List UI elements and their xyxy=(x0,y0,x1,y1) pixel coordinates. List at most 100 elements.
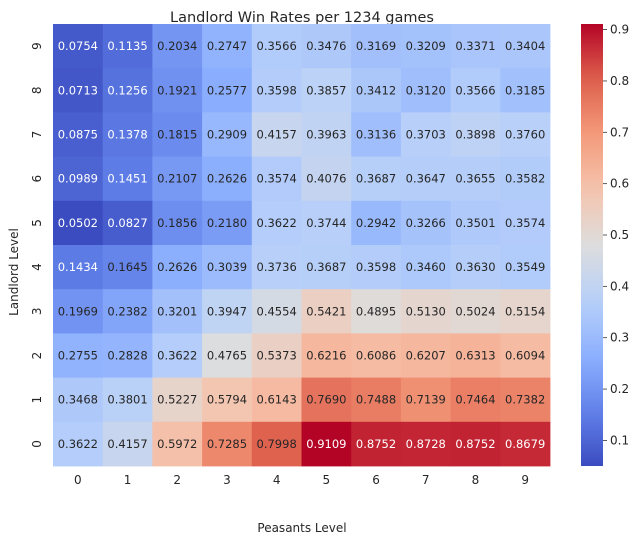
heatmap-cell xyxy=(351,289,402,334)
heatmap-cell xyxy=(102,68,153,113)
cell-value-label: 0.3574 xyxy=(505,216,545,230)
colorbar-tick-label: 0.9 xyxy=(610,23,629,37)
heatmap-cell xyxy=(202,333,253,378)
cell-value-label: 0.3801 xyxy=(107,393,147,407)
heatmap-cell xyxy=(400,68,451,113)
cell-value-label: 0.3404 xyxy=(505,39,545,53)
cell-value-label: 0.4765 xyxy=(207,349,247,363)
heatmap-cell xyxy=(400,333,451,378)
y-tick-label: 6 xyxy=(30,175,44,183)
cell-value-label: 0.8728 xyxy=(406,437,446,451)
cell-value-label: 0.3371 xyxy=(455,39,495,53)
heatmap-cell xyxy=(400,200,451,246)
colorbar-tick-label: 0.2 xyxy=(610,382,629,396)
cell-value-label: 0.3630 xyxy=(455,260,495,274)
cell-value-label: 0.2107 xyxy=(157,172,197,186)
heatmap-cell xyxy=(301,200,352,246)
heatmap-cell xyxy=(102,24,153,69)
heatmap-cell xyxy=(301,377,352,423)
heatmap-cell xyxy=(251,245,302,290)
cell-value-label: 0.5130 xyxy=(406,304,446,318)
heatmap-cell xyxy=(500,245,551,290)
cell-value-label: 0.3622 xyxy=(157,349,197,363)
cell-value-label: 0.3598 xyxy=(257,83,297,97)
colorbar-tick-label: 0.3 xyxy=(610,331,629,345)
cell-value-label: 0.0502 xyxy=(58,216,98,230)
heatmap-cell xyxy=(152,200,203,246)
cell-value-label: 0.3266 xyxy=(406,216,446,230)
cell-value-label: 0.5154 xyxy=(505,304,545,318)
cell-value-label: 0.3947 xyxy=(207,304,247,318)
cell-value-label: 0.3549 xyxy=(505,260,545,274)
heatmap-cell xyxy=(202,377,253,423)
cell-value-label: 0.5972 xyxy=(157,437,197,451)
cell-value-label: 0.1434 xyxy=(58,260,98,274)
cell-value-label: 0.3582 xyxy=(505,172,545,186)
x-tick-label: 0 xyxy=(74,473,82,487)
cell-value-label: 0.3476 xyxy=(306,39,346,53)
cell-value-label: 0.2034 xyxy=(157,39,197,53)
cell-value-label: 0.7690 xyxy=(306,393,346,407)
cell-value-label: 0.3647 xyxy=(406,172,446,186)
x-tick-label: 4 xyxy=(273,473,281,487)
y-tick-label: 3 xyxy=(30,307,44,315)
x-tick-label: 5 xyxy=(323,473,331,487)
heatmap-cell xyxy=(251,200,302,246)
cell-value-label: 0.3744 xyxy=(306,216,346,230)
heatmap-cell xyxy=(152,112,203,157)
heatmap-cell xyxy=(202,421,253,467)
heatmap-cell xyxy=(102,112,153,157)
y-tick-labels: 9 8 7 6 5 4 3 2 1 0 xyxy=(30,42,44,447)
cell-value-label: 0.3039 xyxy=(207,260,247,274)
cell-value-label: 0.3760 xyxy=(505,128,545,142)
heatmap-cell xyxy=(400,156,451,202)
cell-value-label: 0.7488 xyxy=(356,393,396,407)
heatmap-cell xyxy=(400,245,451,290)
x-axis-label: Peasants Level xyxy=(257,521,346,535)
heatmap-cell xyxy=(450,68,501,113)
heatmap-cell xyxy=(251,333,302,378)
cell-value-label: 0.4895 xyxy=(356,304,396,318)
cell-value-label: 0.0989 xyxy=(58,172,98,186)
heatmap-cell xyxy=(301,333,352,378)
heatmap-cell xyxy=(500,333,551,378)
x-tick-label: 8 xyxy=(472,473,480,487)
heatmap-cell xyxy=(251,377,302,423)
cell-value-label: 0.8679 xyxy=(505,437,545,451)
heatmap-cell xyxy=(500,156,551,202)
heatmap-cell xyxy=(53,421,104,467)
heatmap-cell xyxy=(500,200,551,246)
cell-value-label: 0.5227 xyxy=(157,393,197,407)
heatmap-cell xyxy=(152,245,203,290)
heatmap-cell xyxy=(400,112,451,157)
cell-value-label: 0.3622 xyxy=(257,216,297,230)
heatmap-cell xyxy=(450,421,501,467)
heatmap-cell xyxy=(152,24,203,69)
heatmap-cell xyxy=(351,377,402,423)
cell-value-label: 0.3169 xyxy=(356,39,396,53)
heatmap-cell xyxy=(152,289,203,334)
cell-value-label: 0.3622 xyxy=(58,437,98,451)
heatmap-cell xyxy=(202,156,253,202)
heatmap-cell xyxy=(400,421,451,467)
cell-value-label: 0.0827 xyxy=(107,216,147,230)
heatmap-cell xyxy=(251,289,302,334)
heatmap-cell xyxy=(400,289,451,334)
cell-value-label: 0.1135 xyxy=(107,39,147,53)
heatmap-cell xyxy=(53,200,104,246)
heatmap-cell xyxy=(251,68,302,113)
cell-value-label: 0.1815 xyxy=(157,128,197,142)
heatmap-cell xyxy=(53,245,104,290)
y-tick-label: 9 xyxy=(30,42,44,50)
heatmap-cell xyxy=(500,421,551,467)
cell-value-label: 0.1451 xyxy=(107,172,147,186)
heatmap-cell xyxy=(301,245,352,290)
cell-value-label: 0.2382 xyxy=(107,304,147,318)
heatmap-cell xyxy=(102,289,153,334)
heatmap-cell xyxy=(202,289,253,334)
cell-value-label: 0.6086 xyxy=(356,349,396,363)
y-tick-label: 2 xyxy=(30,352,44,360)
heatmap-cell xyxy=(202,68,253,113)
heatmap-cell xyxy=(301,289,352,334)
